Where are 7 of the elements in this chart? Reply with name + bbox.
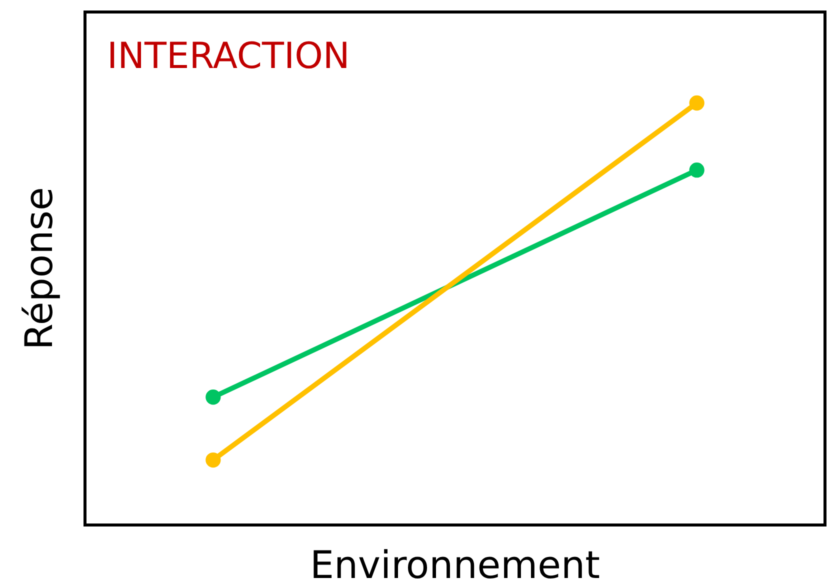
x-axis-title: Environnement <box>310 543 600 585</box>
point <box>206 452 221 468</box>
point <box>689 162 704 178</box>
point <box>689 95 704 111</box>
chart-title: INTERACTION <box>107 36 350 77</box>
point <box>206 390 221 405</box>
y-axis-title: Réponse <box>17 187 61 350</box>
